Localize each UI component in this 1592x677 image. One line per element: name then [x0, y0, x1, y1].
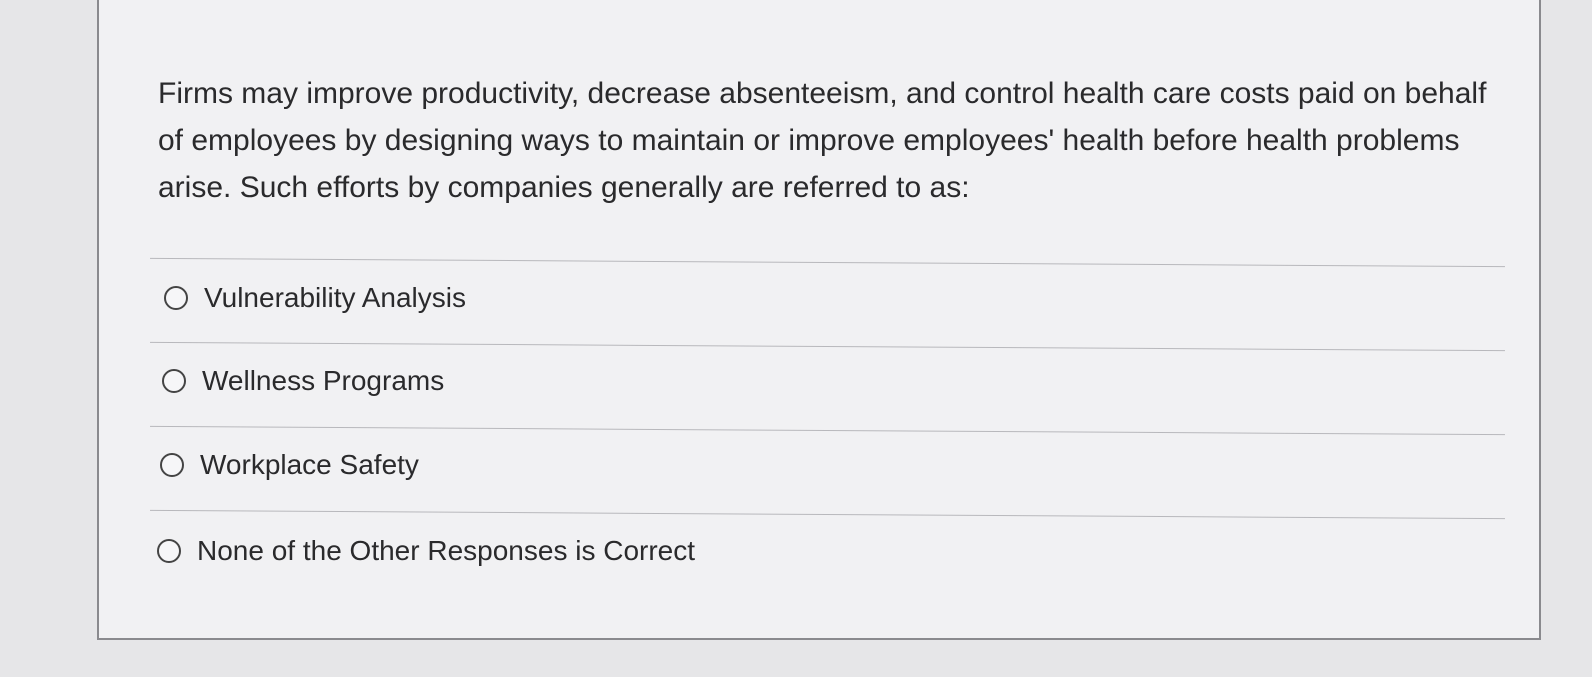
option-label: Workplace Safety [200, 449, 419, 480]
radio-button[interactable] [157, 539, 181, 563]
question-card [97, 0, 1541, 640]
option-label: None of the Other Responses is Correct [197, 535, 696, 566]
option-workplace-safety[interactable]: Workplace Safety [160, 449, 419, 481]
radio-button[interactable] [164, 286, 188, 310]
radio-button[interactable] [160, 453, 184, 477]
option-wellness-programs[interactable]: Wellness Programs [162, 365, 444, 397]
question-text: Firms may improve productivity, decrease… [158, 77, 1487, 204]
radio-button[interactable] [162, 369, 186, 393]
option-vulnerability-analysis[interactable]: Vulnerability Analysis [164, 282, 466, 314]
option-label: Wellness Programs [202, 365, 445, 396]
option-none-correct[interactable]: None of the Other Responses is Correct [157, 535, 695, 567]
option-label: Vulnerability Analysis [204, 282, 466, 313]
